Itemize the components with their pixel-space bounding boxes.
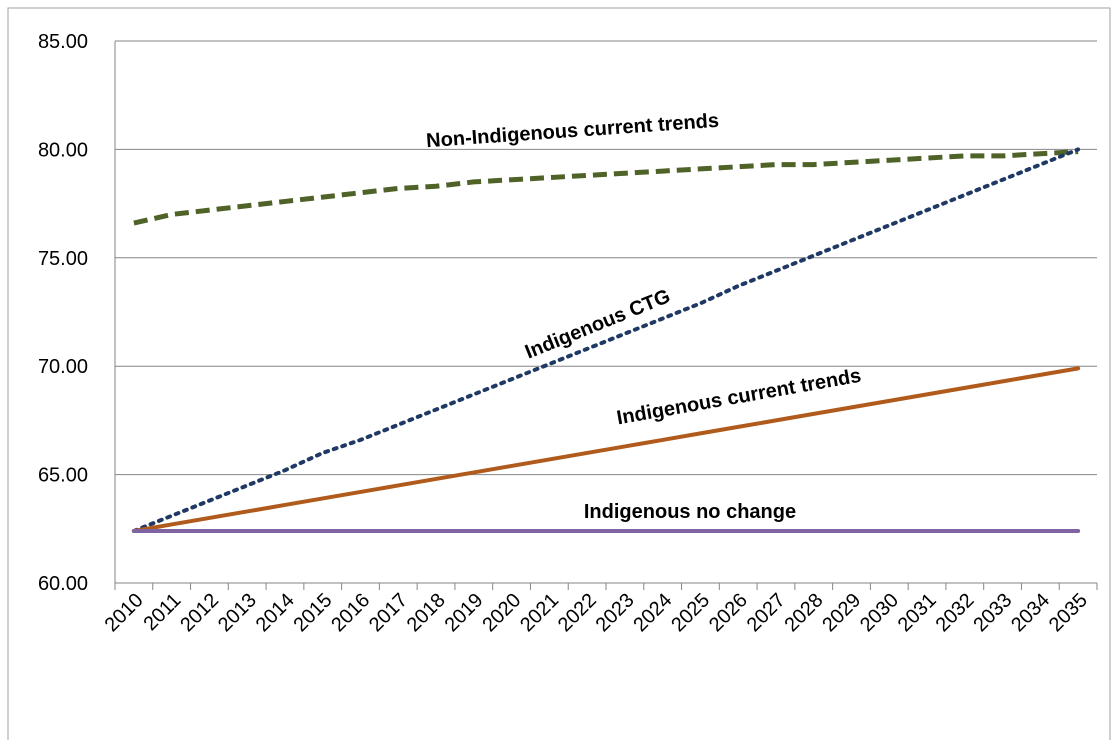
y-tick-label: 75.00 (38, 248, 88, 270)
x-tick-label: 2019 (441, 589, 488, 636)
x-tick-label: 2028 (780, 589, 827, 636)
y-tick-label: 65.00 (38, 465, 88, 487)
x-tick-label: 2030 (856, 589, 903, 636)
x-tick-label: 2032 (932, 589, 979, 636)
x-tick-label: 2027 (743, 589, 790, 636)
series-label: Indigenous current trends (615, 365, 863, 430)
chart-border (7, 7, 1111, 745)
x-tick-label: 2029 (818, 589, 865, 636)
x-tick-label: 2023 (592, 589, 639, 636)
series-label: Indigenous no change (584, 501, 796, 523)
x-tick-label: 2014 (252, 589, 299, 636)
y-tick-label: 60.00 (38, 573, 88, 595)
series-line (131, 366, 1081, 533)
x-tick-label: 2020 (478, 589, 525, 636)
series-label: Non-Indigenous current trends (425, 110, 719, 152)
x-tick-label: 2010 (101, 589, 148, 636)
x-tick-label: 2035 (1045, 589, 1092, 636)
x-tick-label: 2015 (289, 589, 336, 636)
x-tick-label: 2016 (327, 589, 374, 636)
x-tick-label: 2021 (516, 589, 563, 636)
x-tick-label: 2026 (705, 589, 752, 636)
x-tick-label: 2025 (667, 589, 714, 636)
x-tick-label: 2012 (176, 589, 223, 636)
x-tick-label: 2013 (214, 589, 261, 636)
x-tick-label: 2031 (894, 589, 941, 636)
x-tick-label: 2017 (365, 589, 412, 636)
x-tick-label: 2033 (969, 589, 1016, 636)
x-tick-label: 2011 (139, 589, 185, 635)
x-tick-label: 2018 (403, 589, 450, 636)
series-line (133, 149, 1079, 226)
y-tick-label: 85.00 (38, 31, 88, 53)
x-tick-label: 2034 (1007, 589, 1054, 636)
y-tick-label: 70.00 (38, 356, 88, 378)
y-tick-label: 80.00 (38, 139, 88, 161)
x-tick-label: 2024 (629, 589, 676, 636)
series-line (131, 147, 1081, 533)
x-tick-label: 2022 (554, 589, 601, 636)
